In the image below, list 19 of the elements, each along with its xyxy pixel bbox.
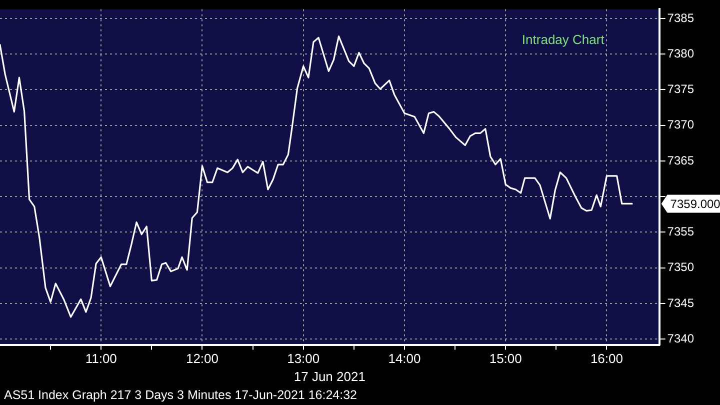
x-tick-label: 15:00	[489, 351, 522, 366]
x-tick-label: 13:00	[287, 351, 320, 366]
x-tick-label: 14:00	[388, 351, 421, 366]
y-tick-label: 7375	[667, 82, 694, 96]
y-tick-label: 7350	[667, 260, 694, 274]
x-tick-label: 16:00	[590, 351, 623, 366]
text: 7359.000	[670, 197, 720, 212]
x-axis-title: 17 Jun 2021	[294, 368, 366, 384]
y-tick-label: 7345	[667, 296, 694, 310]
y-tick-label: 7340	[667, 331, 694, 346]
x-tick-label: 11:00	[85, 351, 117, 366]
y-tick-label: 7385	[667, 10, 694, 25]
text: Intraday Chart	[522, 32, 605, 47]
x-tick-label: 12:00	[186, 351, 219, 366]
text: AS51 Index Graph 217 3 Days 3 Minutes 17-Jun-2021 16:24:32	[4, 388, 358, 402]
y-tick-label: 7365	[667, 153, 694, 168]
y-tick-label: 7380	[667, 46, 694, 60]
y-tick-label: 7370	[667, 118, 694, 132]
y-tick-label: 7355	[667, 224, 694, 239]
